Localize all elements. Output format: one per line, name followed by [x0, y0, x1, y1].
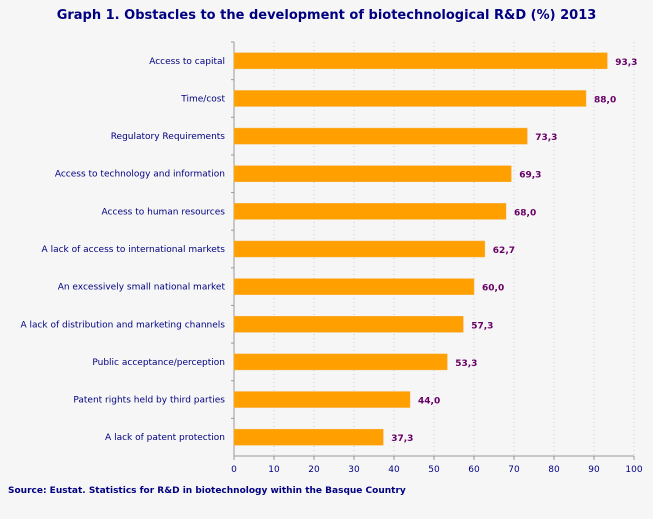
category-label: Patent rights held by third parties [73, 396, 225, 406]
category-label: Access to capital [149, 57, 225, 67]
x-tick-label: 80 [548, 465, 560, 475]
data-label: 88,0 [594, 95, 616, 105]
category-label: A lack of patent protection [105, 433, 225, 443]
bar [233, 353, 448, 371]
x-tick-label: 60 [468, 465, 480, 475]
data-label: 62,7 [493, 246, 515, 256]
bar [233, 316, 464, 333]
category-label: Access to technology and information [55, 170, 225, 180]
data-label: 68,0 [514, 208, 536, 218]
x-tick-label: 20 [308, 465, 320, 475]
category-label: Regulatory Requirements [111, 132, 226, 142]
x-tick-label: 40 [388, 465, 400, 475]
bar [233, 203, 507, 220]
data-label: 73,3 [535, 133, 557, 143]
chart-title: Graph 1. Obstacles to the development of… [56, 8, 597, 23]
x-tick-label: 50 [428, 465, 440, 475]
data-label: 53,3 [455, 359, 477, 369]
data-label: 60,0 [482, 284, 504, 294]
bar [233, 165, 512, 182]
category-label: A lack of access to international market… [42, 245, 226, 255]
data-label: 69,3 [519, 171, 541, 181]
x-tick-label: 10 [268, 465, 280, 475]
x-tick-label: 70 [508, 465, 520, 475]
x-tick-label: 90 [588, 465, 600, 475]
bar [233, 127, 528, 145]
data-label: 44,0 [418, 397, 440, 407]
x-tick-label: 0 [231, 465, 237, 475]
bar [233, 240, 486, 258]
source-note: Source: Eustat. Statistics for R&D in bi… [8, 486, 406, 496]
category-label: Access to human resources [102, 207, 226, 217]
bar [233, 428, 384, 446]
bar [233, 391, 411, 408]
data-label: 37,3 [391, 434, 413, 444]
category-label: Public acceptance/perception [92, 358, 225, 368]
x-tick-label: 100 [625, 465, 642, 475]
category-label: An excessively small national market [58, 283, 226, 293]
bar [233, 278, 475, 295]
data-label: 57,3 [471, 321, 493, 331]
category-label: A lack of distribution and marketing cha… [20, 320, 225, 330]
bar [233, 52, 608, 70]
bar [233, 90, 587, 107]
data-label: 93,3 [615, 58, 637, 68]
category-label: Time/cost [180, 94, 225, 104]
x-tick-label: 30 [348, 465, 360, 475]
